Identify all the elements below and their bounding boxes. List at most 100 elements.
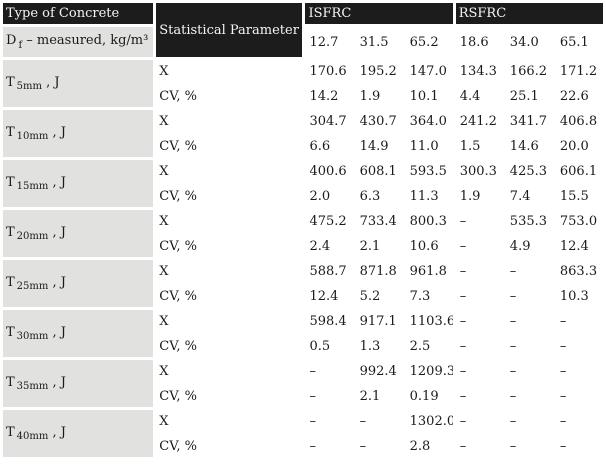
group-row-cv: CV, % 12.4 5.2 7.3 – – 10.3 [3,285,603,307]
row-label-subscript: 40mm [16,431,49,443]
group-row-cv: CV, % 6.6 14.9 11.0 1.5 14.6 20.0 [3,135,603,157]
value-cell: 300.3 [459,163,497,179]
group-row-mean: T 40mm , J X – –1302.0– – – [3,410,603,457]
row-label-30mm: T 30mm , J [3,310,154,357]
value-cell: 400.6 [309,163,347,179]
value-cell: – [309,413,316,429]
value-cell: – [459,263,467,279]
row-label-prefix: T [6,74,15,90]
stat-label-cv: CV, % [159,138,197,154]
value-cell: 733.4 [359,213,397,229]
value-cell: – [559,363,567,379]
header-isfrc: ISFRC [305,3,453,24]
stat-label-cv: CV, % [159,238,197,254]
row-label-suffix: , J [48,374,66,390]
value-cell: – [359,438,367,454]
stat-label-mean: X [159,213,169,229]
stat-label-cv: CV, % [159,438,197,454]
value-cell: – [309,438,316,454]
row-label-suffix: , J [48,424,66,440]
row-label-subscript: 5mm [16,81,42,93]
value-cell: 917.1 [359,313,397,329]
value-cell: 241.2 [459,113,497,129]
value-cell: 475.2 [309,213,347,229]
row-label-subscript: 15mm [16,181,49,193]
row-label-40mm: T 40mm , J [3,410,154,457]
value-cell: 593.5 [409,163,447,179]
value-cell: 170.6 [309,63,347,79]
value-cell: 7.3 [409,288,431,304]
value-cell: 0.19 [409,388,439,404]
value-cell: – [359,413,367,429]
value-cell: 598.4 [309,313,347,329]
group-row-mean: T 30mm , J X 598.4 917.1 1103.6– – – [3,310,603,357]
row-label-prefix: T [6,374,15,390]
row-label-20mm: T 20mm , J [3,210,154,257]
value-cell: – [309,388,316,404]
value-cell: 147.0 [409,63,447,79]
row-label-subscript: 20mm [16,231,49,243]
df-description: – measured, kg/m³ [22,33,149,49]
dosage-value: 65.2 [409,34,439,50]
value-cell: 1.9 [359,88,381,104]
group-row-cv: CV, % 2.0 6.3 11.3 1.9 7.4 15.5 [3,185,603,207]
row-label-suffix: , J [48,124,66,140]
value-cell: 341.7 [509,113,548,129]
value-cell: 863.3 [559,263,598,279]
value-cell: 871.8 [359,263,397,279]
value-cell: – [509,388,517,404]
value-cell: – [509,263,517,279]
table-body: T 5mm , J X 170.6 195.2 147.0 134.3 166.2 171.2 C… [3,60,603,457]
value-cell: 2.1 [359,388,381,404]
row-label-15mm: T 15mm , J [3,160,154,207]
value-cell: – [509,438,517,454]
group-row-mean: T 10mm , J X 304.7 430.7 364.0 241.2 341.7 406.8 [3,110,603,157]
value-cell: 608.1 [359,163,397,179]
value-cell: 171.2 [559,63,598,79]
value-cell: 2.4 [309,238,331,254]
value-cell: 2.1 [359,238,381,254]
value-cell: 134.3 [459,63,497,79]
stat-label-mean: X [159,113,169,129]
stat-label-cv: CV, % [159,388,197,404]
value-cell: 1.5 [459,138,481,154]
stat-label-mean: X [159,413,169,429]
dosage-value: 18.6 [459,34,489,50]
value-cell: – [459,438,467,454]
header-rsfrc: RSFRC [455,3,603,24]
value-cell: 961.8 [409,263,447,279]
value-cell: 4.4 [459,88,481,104]
value-cell: – [459,363,467,379]
value-cell: 0.5 [309,338,331,354]
value-cell: – [509,363,517,379]
stat-label-mean: X [159,363,169,379]
value-cell: 753.0 [559,213,598,229]
group-row-cv: CV, % – – 2.8 – – – [3,435,603,457]
value-cell: 1.9 [459,188,481,204]
value-cell: 166.2 [509,63,548,79]
value-cell: 22.6 [559,88,589,104]
value-cell: – [459,313,467,329]
row-label-prefix: T [6,274,15,290]
row-label-subscript: 30mm [16,331,49,343]
value-cell: 588.7 [309,263,347,279]
row-label-10mm: T 10mm , J [3,110,154,157]
value-cell: – [509,288,517,304]
df-symbol: D [6,33,17,49]
value-cell: – [559,388,567,404]
value-cell: 1209.3 [409,363,453,379]
stat-label-cv: CV, % [159,288,197,304]
value-cell: 406.8 [559,113,598,129]
stat-label-mean: X [159,63,169,79]
value-cell: – [459,288,467,304]
df-subscript: f [18,39,23,51]
value-cell: 7.4 [509,188,531,204]
value-cell: 15.5 [559,188,589,204]
value-cell: 2.8 [409,438,431,454]
value-cell: 425.3 [509,163,548,179]
value-cell: – [459,388,467,404]
row-label-subscript: 10mm [16,131,49,143]
value-cell: 1103.6 [409,313,453,329]
